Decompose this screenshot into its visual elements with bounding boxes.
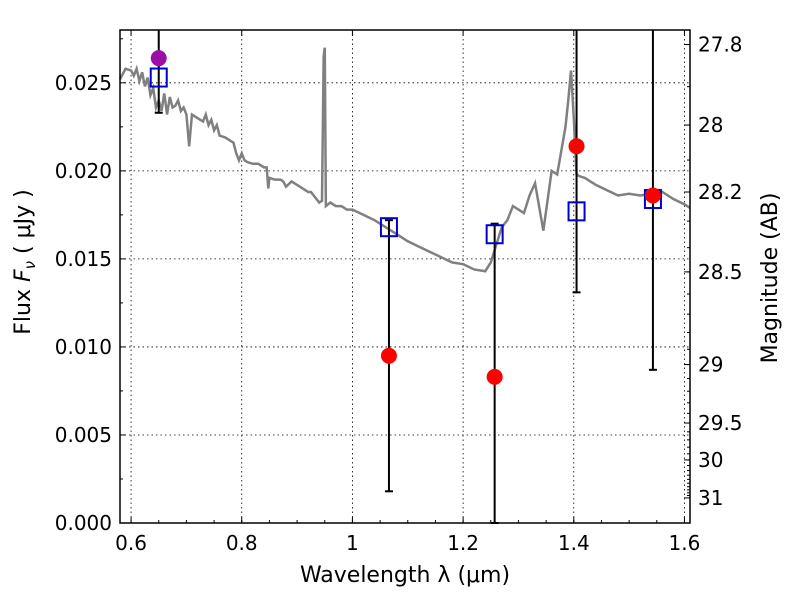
y-axis-label-suffix: ( μJy ): [11, 189, 36, 261]
y-tick-label: 0.025: [55, 71, 112, 95]
observed-point: [380, 347, 397, 364]
y-axis-label-prefix: Flux: [11, 282, 36, 335]
plot-frame: [119, 29, 691, 524]
y2-tick-label: 31: [698, 486, 723, 510]
error-bars: [154, 30, 657, 524]
y2-tick-label: 29.5: [698, 411, 743, 435]
y2-tick-label: 27.8: [698, 33, 743, 57]
grid-lines: [120, 30, 690, 524]
observed-point: [150, 50, 167, 67]
y-axis-label: Flux Fν ( μJy ): [11, 189, 39, 334]
x-tick-label: 0.8: [226, 531, 258, 555]
y-tick-label: 0.000: [55, 511, 112, 535]
x-tick-label: 1.6: [669, 531, 701, 555]
x-tick-label: 1.4: [558, 531, 590, 555]
observed-point: [644, 187, 661, 204]
model-point-square: [567, 201, 586, 222]
y2-axis-label: Magnitude (AB): [758, 193, 783, 364]
y-tick-label: 0.015: [55, 247, 112, 271]
model-point-square: [485, 224, 504, 245]
y-tick-label: 0.005: [55, 423, 112, 447]
model-spectrum: [118, 47, 691, 273]
y2-tick-label: 29: [698, 353, 723, 377]
model-point-square: [149, 67, 168, 88]
x-axis-label: Wavelength λ (μm): [300, 563, 510, 588]
observed-point: [568, 138, 585, 155]
y-tick-label: 0.010: [55, 335, 112, 359]
observed-point: [486, 368, 503, 385]
y2-tick-label: 28: [698, 113, 723, 137]
y-axis-label-symbol: F: [11, 269, 36, 282]
y-axis-label-subscript: ν: [21, 261, 39, 269]
y-tick-label: 0.020: [55, 159, 112, 183]
y2-tick-label: 28.2: [698, 180, 743, 204]
axis-ticks: [120, 30, 690, 524]
tick-labels: 0.6 0.8 1 1.2 1.4 1.6 0.000 0.005 0.010 0.015 0.02…: [55, 33, 743, 555]
x-tick-label: 1.2: [447, 531, 479, 555]
x-tick-label: 1: [346, 531, 359, 555]
x-tick-label: 0.6: [115, 531, 147, 555]
model-point-square: [379, 217, 398, 238]
spectrum-line: [118, 47, 691, 273]
y2-tick-label: 28.5: [698, 260, 743, 284]
observed-photometry-points: [150, 50, 661, 385]
model-photometry-points: [149, 67, 662, 245]
y2-tick-label: 30: [698, 448, 723, 472]
